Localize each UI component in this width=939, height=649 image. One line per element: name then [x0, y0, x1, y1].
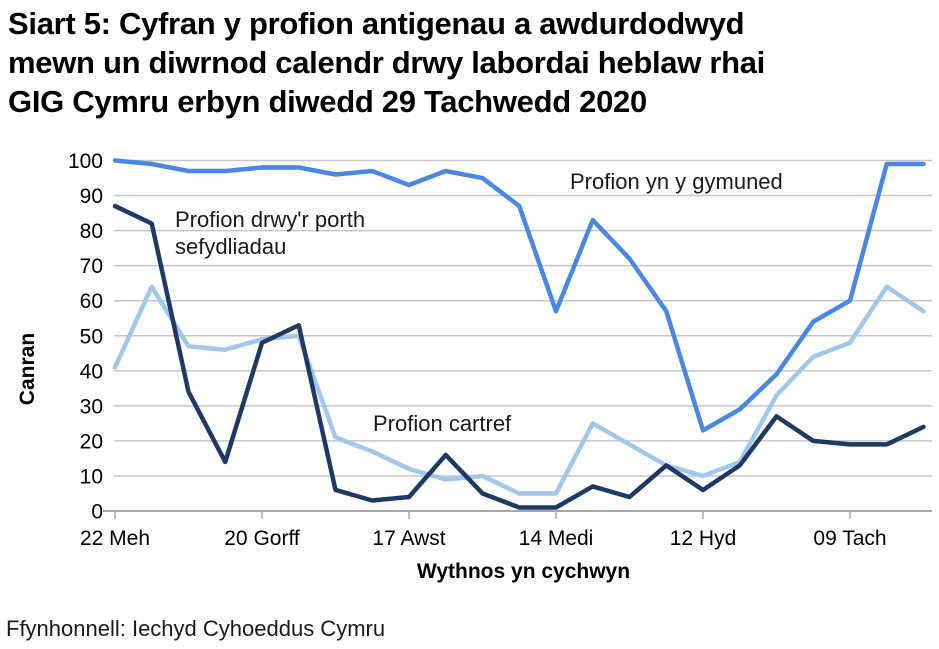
chart-title-line-3: GIG Cymru erbyn diwedd 29 Tachwedd 2020	[8, 84, 647, 119]
y-tick-label-100: 100	[68, 150, 103, 173]
chart-title-line-1: Siart 5: Cyfran y profion antigenau a aw…	[8, 6, 745, 41]
y-tick-label-30: 30	[80, 395, 103, 418]
chart-title-line-2: mewn un diwrnod calendr drwy labordai he…	[8, 45, 765, 80]
x-axis-title: Wythnos yn cychwyn	[416, 560, 631, 583]
series-line-profion-cartref	[112, 284, 926, 496]
x-tick-label-09-tach: 09 Tach	[813, 527, 886, 550]
y-tick-label-90: 90	[80, 185, 103, 208]
source-note: Ffynhonnell: Iechyd Cyhoeddus Cymru	[6, 616, 386, 641]
x-tick-label-14-medi: 14 Medi	[519, 527, 594, 550]
y-tick-label-20: 20	[80, 430, 103, 453]
series-label-profion-yn-y-gymuned: Profion yn y gymuned	[570, 169, 783, 194]
x-tick-label-12-hyd: 12 Hyd	[670, 527, 737, 550]
chart-title: Siart 5: Cyfran y profion antigenau a aw…	[8, 4, 928, 121]
y-tick-label-10: 10	[80, 465, 103, 488]
y-tick-label-40: 40	[80, 360, 103, 383]
x-tick-label-17-awst: 17 Awst	[372, 527, 445, 550]
y-tick-label-0: 0	[91, 501, 103, 524]
series-line-profion-drwy-r-porth-sefydliadau	[112, 203, 926, 510]
y-tick-label-80: 80	[80, 220, 103, 243]
series-line-profion-yn-y-gymuned	[112, 158, 926, 433]
y-tick-label-50: 50	[80, 325, 103, 348]
series-label-profion-drwy-r-porth: Profion drwy'r porth	[175, 207, 365, 232]
y-tick-label-70: 70	[80, 255, 103, 278]
series-label-profion-cartref: Profion cartref	[373, 411, 512, 436]
y-axis-title: Canran	[16, 332, 39, 406]
y-tick-label-60: 60	[80, 290, 103, 313]
x-tick-label-22-meh: 22 Meh	[80, 527, 150, 550]
x-tick-label-20-gorff: 20 Gorff	[224, 527, 300, 550]
series-label-sefydliadau: sefydliadau	[175, 234, 286, 259]
